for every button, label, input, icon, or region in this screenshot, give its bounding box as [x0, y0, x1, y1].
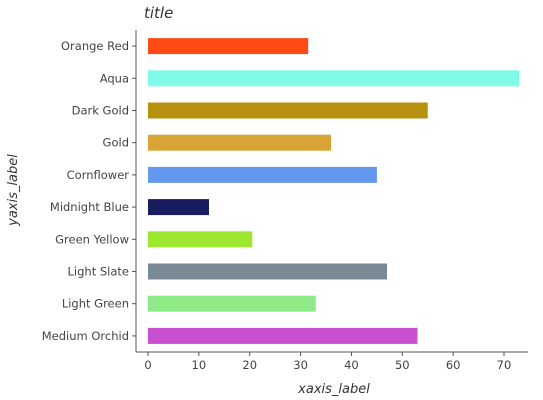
y-axis-title: yaxis_label: [6, 154, 21, 227]
bar-dark-gold: [148, 102, 428, 119]
chart-title: title: [144, 4, 173, 22]
bars-group: [148, 38, 520, 344]
y-tick-label-midnight-blue: Midnight Blue: [50, 200, 129, 214]
y-tick-label-orange-red: Orange Red: [61, 39, 129, 53]
x-axis: 0 10 20 30 40 50 60 70: [136, 351, 528, 372]
y-tick-label-green-yellow: Green Yellow: [55, 232, 129, 246]
x-tick-label-30: 30: [293, 358, 308, 372]
x-tick-label-20: 20: [242, 358, 257, 372]
x-tick-label-60: 60: [446, 358, 461, 372]
bar-aqua: [148, 70, 520, 87]
x-tick-label-70: 70: [497, 358, 512, 372]
x-axis-title: xaxis_label: [297, 382, 370, 397]
y-tick-label-dark-gold: Dark Gold: [72, 104, 129, 118]
y-tick-label-cornflower: Cornflower: [67, 168, 130, 182]
bar-medium-orchid: [148, 327, 418, 344]
y-tick-label-aqua: Aqua: [100, 71, 129, 85]
x-tick-label-40: 40: [344, 358, 359, 372]
x-tick-label-50: 50: [395, 358, 410, 372]
bar-gold: [148, 134, 332, 151]
bar-light-green: [148, 295, 316, 312]
bar-orange-red: [148, 38, 309, 55]
bar-midnight-blue: [148, 199, 209, 216]
bar-light-slate: [148, 263, 387, 280]
bar-cornflower: [148, 166, 377, 183]
y-tick-label-light-slate: Light Slate: [68, 265, 129, 279]
y-axis: Medium Orchid Light Green Light Slate Green…: [42, 30, 137, 352]
y-tick-label-light-green: Light Green: [62, 297, 129, 311]
y-tick-label-medium-orchid: Medium Orchid: [42, 329, 129, 343]
x-tick-label-10: 10: [192, 358, 207, 372]
bar-green-yellow: [148, 231, 253, 248]
y-tick-label-gold: Gold: [103, 136, 129, 150]
x-tick-label-0: 0: [144, 358, 151, 372]
